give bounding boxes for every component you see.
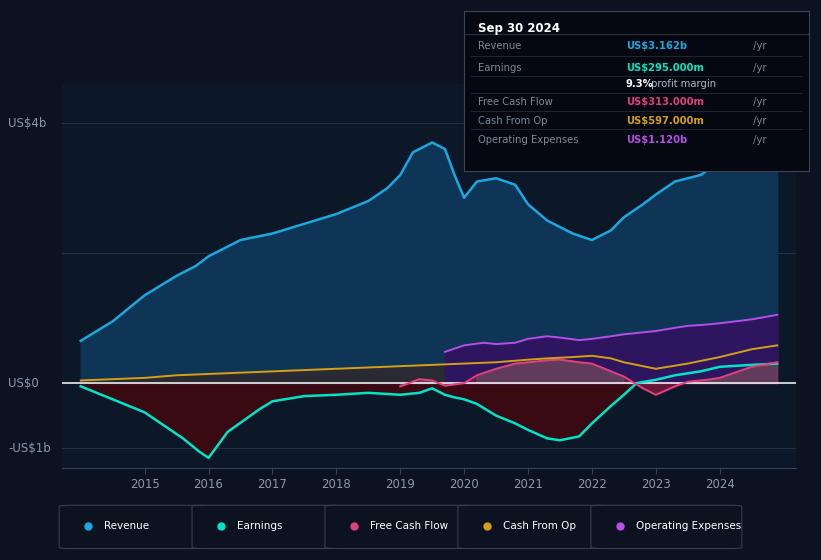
Text: Free Cash Flow: Free Cash Flow [369, 521, 448, 531]
Text: US$3.162b: US$3.162b [626, 41, 687, 52]
FancyBboxPatch shape [591, 505, 742, 549]
Text: US$1.120b: US$1.120b [626, 134, 687, 144]
Text: Earnings: Earnings [478, 63, 521, 73]
Text: /yr: /yr [750, 115, 767, 125]
Text: 9.3%: 9.3% [626, 79, 654, 89]
Text: US$597.000m: US$597.000m [626, 115, 704, 125]
FancyBboxPatch shape [192, 505, 343, 549]
Text: /yr: /yr [750, 97, 767, 107]
Text: US$4b: US$4b [8, 116, 47, 129]
Text: -US$1b: -US$1b [8, 442, 51, 455]
Text: profit margin: profit margin [649, 79, 717, 89]
Text: Cash From Op: Cash From Op [502, 521, 576, 531]
FancyBboxPatch shape [458, 505, 609, 549]
Text: /yr: /yr [750, 134, 767, 144]
Text: Sep 30 2024: Sep 30 2024 [478, 22, 560, 35]
Text: Operating Expenses: Operating Expenses [635, 521, 741, 531]
Text: US$295.000m: US$295.000m [626, 63, 704, 73]
Text: /yr: /yr [750, 63, 767, 73]
FancyBboxPatch shape [59, 505, 210, 549]
Text: US$0: US$0 [8, 376, 39, 390]
Text: US$313.000m: US$313.000m [626, 97, 704, 107]
Text: Operating Expenses: Operating Expenses [478, 134, 578, 144]
FancyBboxPatch shape [325, 505, 476, 549]
Text: Free Cash Flow: Free Cash Flow [478, 97, 553, 107]
Text: Cash From Op: Cash From Op [478, 115, 547, 125]
Text: Earnings: Earnings [236, 521, 282, 531]
Text: Revenue: Revenue [104, 521, 149, 531]
Text: /yr: /yr [750, 41, 767, 52]
Text: Revenue: Revenue [478, 41, 521, 52]
